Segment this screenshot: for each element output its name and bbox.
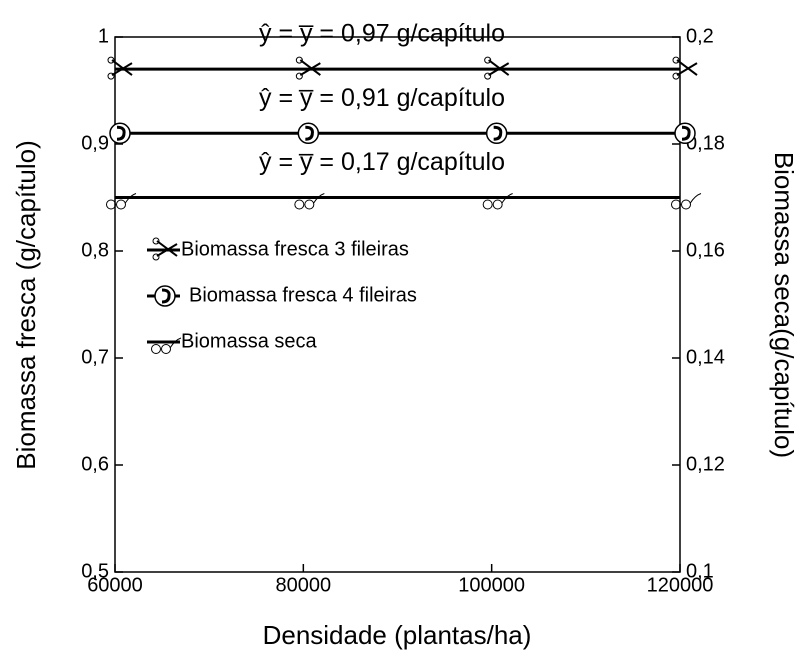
x-axis-label: Densidade (plantas/ha): [263, 620, 532, 650]
y2-tick-label: 0,2: [686, 25, 714, 47]
y-tick-label: 0,9: [81, 132, 109, 154]
y-tick-label: 0,5: [81, 560, 109, 582]
marker-part: [124, 193, 137, 204]
y2-tick-label: 0,1: [686, 560, 714, 582]
y2-tick-label: 0,12: [686, 453, 725, 475]
marker: [151, 337, 182, 354]
marker-part: [152, 237, 160, 245]
marker: [672, 56, 698, 80]
marker-part: [681, 125, 691, 141]
marker-part: [672, 56, 680, 64]
annotation: ŷ = y̅ = 0,91 g/capítulo: [259, 84, 505, 112]
marker-part: [676, 59, 698, 76]
legend-label: Biomassa seca: [181, 330, 317, 352]
marker-part: [111, 62, 133, 76]
marker: [674, 122, 696, 145]
marker: [671, 193, 702, 210]
marker-part: [169, 337, 182, 349]
marker: [294, 193, 325, 210]
marker: [106, 193, 137, 210]
marker-part: [485, 122, 508, 145]
marker-part: [107, 72, 115, 80]
y2-tick-label: 0,18: [686, 132, 725, 154]
y2-tick-label: 0,16: [686, 239, 725, 261]
marker-part: [305, 125, 314, 141]
marker-part: [297, 122, 320, 145]
x-tick-label: 100000: [458, 574, 525, 596]
marker-part: [151, 344, 161, 354]
marker-part: [493, 125, 503, 141]
marker-part: [312, 193, 325, 204]
marker-part: [482, 199, 493, 210]
marker-part: [672, 72, 680, 80]
marker-part: [109, 122, 131, 145]
marker: [295, 56, 321, 80]
marker-part: [676, 62, 698, 76]
y-tick-label: 1: [98, 25, 109, 47]
marker-part: [488, 62, 510, 76]
marker-part: [671, 199, 681, 210]
y-tick-label: 0,8: [81, 239, 109, 261]
x-tick-label: 80000: [276, 574, 332, 596]
marker: [154, 285, 176, 307]
marker-part: [681, 199, 691, 210]
marker-part: [488, 59, 510, 76]
marker-part: [674, 122, 696, 145]
marker-part: [154, 285, 176, 307]
marker: [297, 122, 320, 145]
marker-part: [161, 344, 171, 354]
marker: [485, 122, 508, 145]
marker-part: [492, 199, 503, 210]
marker: [482, 193, 513, 210]
plot-frame: [114, 36, 681, 573]
marker-part: [294, 199, 305, 210]
annotation: ŷ = y̅ = 0,17 g/capítulo: [259, 148, 505, 176]
annotation: ŷ = y̅ = 0,97 g/capítulo: [259, 20, 505, 48]
marker-part: [299, 59, 321, 76]
marker-part: [116, 199, 126, 210]
marker-part: [295, 72, 303, 80]
marker-part: [501, 193, 513, 204]
marker: [152, 237, 178, 261]
marker: [107, 56, 133, 80]
legend-label: Biomassa fresca 4 fileiras: [189, 284, 417, 306]
marker-part: [106, 199, 116, 210]
marker-part: [304, 199, 315, 210]
marker-part: [152, 253, 160, 261]
marker-part: [299, 62, 321, 76]
marker-part: [689, 193, 702, 204]
marker-part: [295, 56, 303, 64]
marker-part: [484, 72, 492, 80]
marker-part: [116, 125, 126, 141]
marker-part: [161, 288, 171, 304]
y-axis-label: Biomassa fresca (g/capítulo): [11, 140, 41, 469]
y-tick-label: 0,6: [81, 453, 109, 475]
y2-axis-label: Biomassa seca(g/capítulo): [769, 152, 799, 458]
y-tick-label: 0,7: [81, 346, 109, 368]
legend-label: Biomassa fresca 3 fileiras: [181, 238, 409, 260]
x-tick-label: 60000: [87, 574, 143, 596]
marker: [109, 122, 131, 145]
marker-part: [156, 240, 178, 257]
y2-tick-label: 0,14: [686, 346, 725, 368]
marker-part: [156, 243, 178, 257]
marker-part: [484, 56, 492, 64]
x-tick-label: 120000: [647, 574, 714, 596]
marker: [484, 56, 510, 80]
marker-part: [107, 56, 115, 64]
marker-part: [111, 59, 133, 76]
